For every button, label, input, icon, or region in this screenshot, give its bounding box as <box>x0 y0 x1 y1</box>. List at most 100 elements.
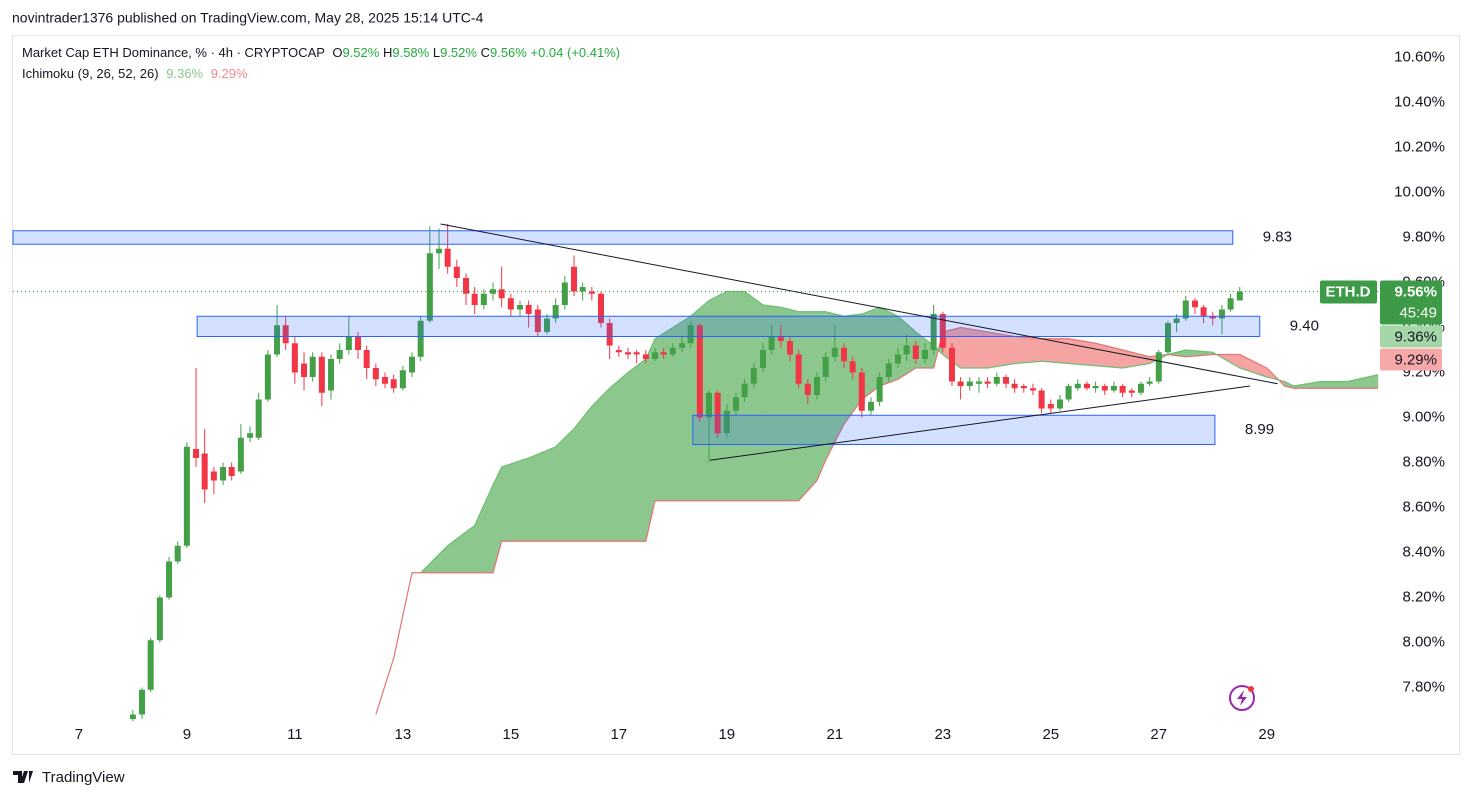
candle-body <box>615 350 622 353</box>
candle-body <box>156 597 163 641</box>
candle-body <box>517 305 524 310</box>
ohlc-value: 9.52% <box>440 45 477 60</box>
cloud-fill <box>609 371 629 542</box>
candle-body <box>625 352 632 355</box>
x-tick-label: 13 <box>395 726 412 743</box>
x-tick-label: 27 <box>1150 726 1167 743</box>
alert-bolt[interactable] <box>1237 690 1247 706</box>
alert-dot <box>1248 686 1254 692</box>
candle-body <box>1218 309 1225 319</box>
candle-body <box>453 266 460 278</box>
candle-body <box>139 689 146 715</box>
candle-body <box>237 437 244 472</box>
candle-body <box>723 410 730 434</box>
ohlc-value: 9.56% <box>490 45 527 60</box>
cloud-fill <box>1014 336 1042 364</box>
candle-body <box>166 561 173 598</box>
alert-ring[interactable] <box>1229 685 1255 711</box>
x-tick-label: 9 <box>183 726 191 743</box>
y-tick-label: 7.80% <box>1402 678 1445 695</box>
brand-logo[interactable]: TradingView <box>13 769 125 786</box>
cloud-fill <box>1320 381 1349 389</box>
candle-body <box>498 289 505 299</box>
y-tick-label: 9.80% <box>1402 228 1445 245</box>
change: +0.04 (+0.41%) <box>530 45 620 60</box>
candle-body <box>409 356 416 373</box>
brand-name[interactable]: TradingView <box>42 769 125 786</box>
candle-body <box>813 377 820 395</box>
candle-body <box>372 368 379 380</box>
candle-body <box>382 377 389 384</box>
candle-body <box>363 350 370 368</box>
candle-body <box>1083 383 1090 389</box>
logo-mark[interactable] <box>13 771 33 783</box>
x-tick-label: 7 <box>75 726 83 743</box>
indicator-badge <box>1380 348 1442 371</box>
candle-body <box>471 293 478 305</box>
zone <box>196 315 1261 337</box>
candle-body <box>544 318 551 332</box>
candle-body <box>1209 316 1216 319</box>
candle-body <box>1236 291 1243 301</box>
candle-body <box>318 356 325 393</box>
candle-body <box>355 336 362 350</box>
x-tick-label: 17 <box>610 726 627 743</box>
author-line: novintrader1376 published on TradingView… <box>12 10 484 26</box>
candle-body <box>598 293 605 323</box>
span-a-line <box>420 290 1379 574</box>
candle-body <box>930 314 937 350</box>
candle-body <box>247 433 254 438</box>
candle-body <box>301 363 308 377</box>
candle-body <box>975 381 982 384</box>
span-b-value: 9.29% <box>211 66 248 81</box>
candle-body <box>417 320 424 357</box>
ohlc-key: O <box>332 45 342 60</box>
candle-body <box>444 248 451 267</box>
candle-body <box>1101 386 1108 391</box>
candle-body <box>885 363 892 377</box>
candle-body <box>426 253 433 321</box>
cloud-fill <box>1041 338 1069 364</box>
y-tick-label: 9.00% <box>1402 408 1445 425</box>
candle-body <box>714 392 721 434</box>
candle-body <box>193 449 200 458</box>
y-tick-label: 10.20% <box>1394 138 1445 155</box>
candle-body <box>1092 386 1099 389</box>
indicator-legend: Ichimoku (9, 26, 52, 26) 9.36% 9.29% <box>22 66 248 81</box>
y-tick-label: 8.80% <box>1402 453 1445 470</box>
alert-icon[interactable] <box>1229 685 1255 711</box>
cloud-fill <box>528 446 556 542</box>
candle-body <box>399 370 406 389</box>
candle-body <box>777 336 784 341</box>
candle-body <box>534 309 541 332</box>
trend-line <box>710 385 1251 461</box>
candle-body <box>867 401 874 411</box>
candle-body <box>1074 383 1081 389</box>
candle-body <box>705 392 712 418</box>
span-b-line <box>375 326 1378 715</box>
x-tick-label: 29 <box>1258 726 1275 743</box>
candle-body <box>822 356 829 377</box>
candle-body <box>1164 323 1171 353</box>
candle-body <box>1002 377 1009 384</box>
candle-body <box>210 471 217 481</box>
candle-body <box>696 325 703 418</box>
y-tick-label: 8.60% <box>1402 498 1445 515</box>
plot-area: 10.60%10.40%10.20%10.00%9.80%9.60%9.40%9… <box>12 48 1445 743</box>
candle-body <box>1182 300 1189 319</box>
candle-body <box>840 347 847 362</box>
candle-body <box>1011 383 1018 389</box>
symbol-name: ETH.D <box>1326 283 1371 300</box>
ohlc-key: C <box>481 45 490 60</box>
candle-body <box>894 354 901 364</box>
candle-body <box>732 397 739 411</box>
candle-body <box>786 341 793 355</box>
price-label: 9.56% <box>1394 283 1437 300</box>
x-tick-label: 11 <box>287 726 303 743</box>
y-tick-label: 10.60% <box>1394 48 1445 65</box>
zone-label: 9.40 <box>1290 317 1319 334</box>
cloud-fill <box>591 387 610 542</box>
candle-body <box>571 266 578 292</box>
candle-body <box>129 714 136 719</box>
